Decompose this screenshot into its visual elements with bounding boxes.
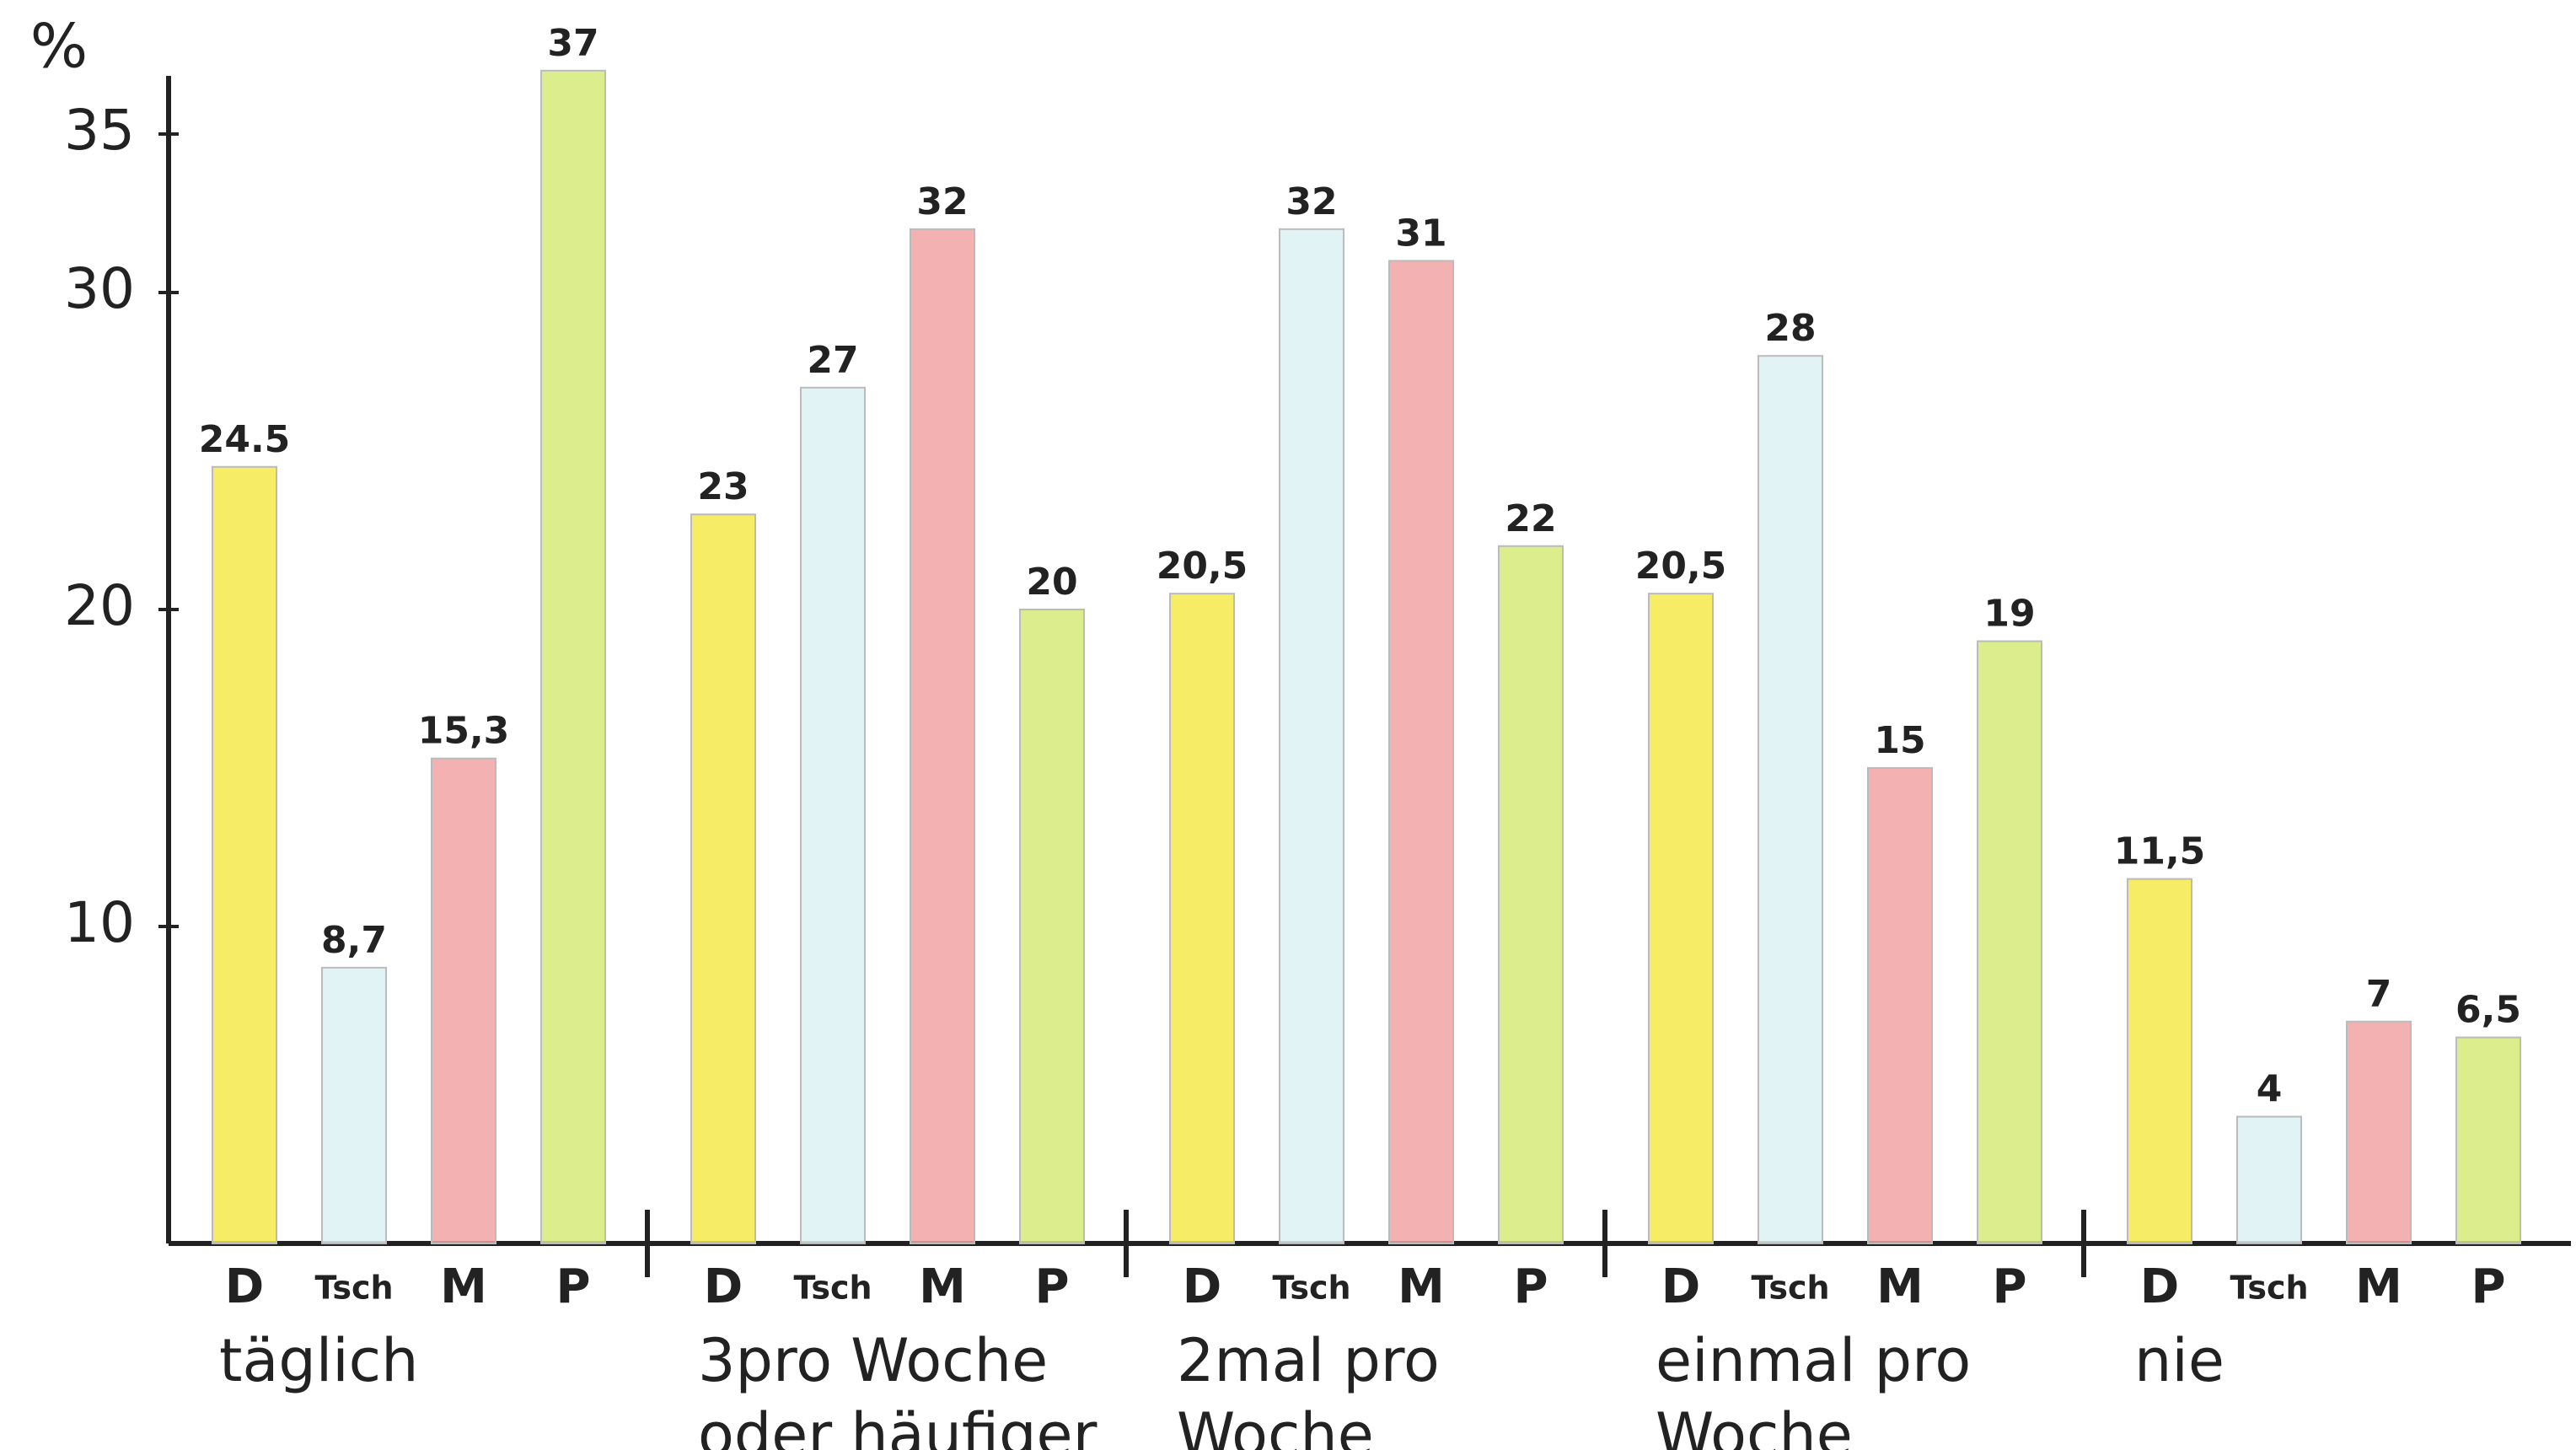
- series-label: M: [2355, 1259, 2402, 1314]
- value-label: 15,3: [418, 710, 510, 753]
- bar: [1388, 260, 1454, 1244]
- bar: [1758, 355, 1823, 1245]
- value-label: 23: [697, 465, 749, 508]
- y-axis-label: %: [30, 11, 88, 82]
- value-label: 32: [1285, 180, 1337, 223]
- bar: [800, 386, 866, 1244]
- value-label: 37: [547, 22, 598, 65]
- series-label: P: [555, 1259, 590, 1314]
- y-tick-label: 30: [64, 256, 135, 321]
- series-label: P: [1034, 1259, 1069, 1314]
- series-label: P: [1513, 1259, 1548, 1314]
- series-label: P: [2471, 1259, 2505, 1314]
- bar: [2346, 1020, 2412, 1245]
- value-label: 20,5: [1635, 545, 1727, 588]
- series-label: M: [919, 1259, 966, 1314]
- series-label: D: [704, 1259, 743, 1314]
- bar: [2236, 1115, 2302, 1244]
- series-label: D: [1183, 1259, 1221, 1314]
- group-label: 2mal pro Woche: [1177, 1326, 1440, 1450]
- series-label: Tsch: [2230, 1270, 2308, 1307]
- bar: [431, 757, 496, 1244]
- value-label: 22: [1505, 497, 1556, 540]
- series-label: M: [1398, 1259, 1445, 1314]
- series-label: D: [2140, 1259, 2179, 1314]
- value-label: 27: [807, 339, 858, 382]
- series-label: M: [1876, 1259, 1924, 1314]
- series-label: D: [1661, 1259, 1700, 1314]
- group-label: nie: [2134, 1326, 2224, 1395]
- value-label: 8,7: [321, 919, 387, 962]
- y-tick-label: 35: [64, 98, 135, 163]
- value-label: 7: [2366, 973, 2392, 1016]
- value-label: 20: [1026, 561, 1077, 604]
- group-label: einmal pro Woche: [1656, 1326, 1972, 1450]
- bar: [212, 465, 277, 1244]
- series-label: M: [440, 1259, 487, 1314]
- series-label: D: [225, 1259, 264, 1314]
- value-label: 6,5: [2455, 989, 2521, 1032]
- value-label: 28: [1764, 307, 1816, 350]
- series-label: P: [1992, 1259, 2026, 1314]
- bar: [690, 513, 756, 1244]
- value-label: 32: [916, 180, 968, 223]
- y-tick-label: 20: [64, 573, 135, 638]
- bar: [1648, 593, 1714, 1244]
- bar: [1169, 593, 1235, 1244]
- value-label: 11,5: [2114, 830, 2206, 873]
- bar: [2127, 878, 2192, 1244]
- group-label: 3pro Woche oder häufiger: [698, 1326, 1097, 1450]
- y-tick-label: 10: [64, 890, 135, 955]
- bar: [2455, 1036, 2521, 1244]
- bar: [1019, 609, 1085, 1244]
- bar: [1867, 767, 1933, 1244]
- value-label: 24.5: [199, 418, 291, 461]
- series-label: Tsch: [1272, 1270, 1350, 1307]
- bar: [321, 966, 387, 1244]
- value-label: 4: [2257, 1068, 2283, 1111]
- bar: [540, 69, 606, 1244]
- bar: [1279, 228, 1344, 1244]
- value-label: 31: [1395, 212, 1446, 255]
- value-label: 19: [1983, 593, 2035, 636]
- bar: [1498, 545, 1564, 1244]
- bar: [910, 228, 975, 1244]
- series-label: Tsch: [314, 1270, 393, 1307]
- series-label: Tsch: [1751, 1270, 1829, 1307]
- value-label: 15: [1874, 719, 1925, 762]
- bar: [1977, 640, 2042, 1244]
- series-label: Tsch: [793, 1270, 872, 1307]
- value-label: 20,5: [1157, 545, 1248, 588]
- group-label: täglich: [219, 1326, 419, 1395]
